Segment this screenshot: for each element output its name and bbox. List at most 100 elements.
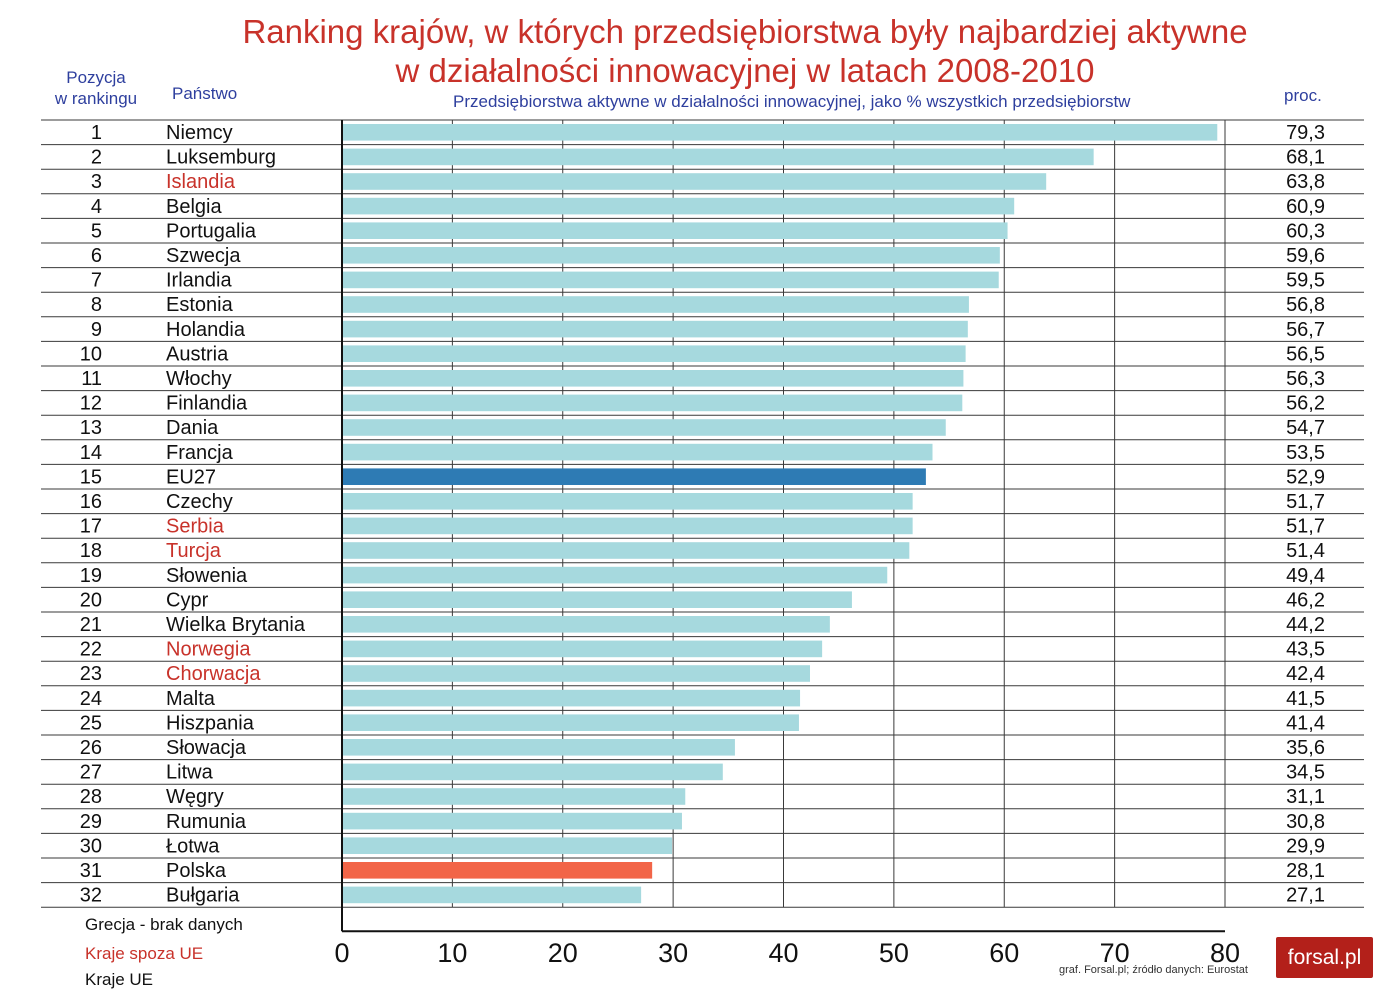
bar — [343, 542, 910, 559]
country-label: EU27 — [166, 466, 216, 488]
percent-header: proc. — [1284, 86, 1322, 105]
value-label: 28,1 — [1286, 860, 1325, 882]
legend-eu: Kraje UE — [85, 970, 154, 989]
title-line-1: Ranking krajów, w których przedsiębiorst… — [242, 13, 1248, 50]
rank-label: 19 — [80, 565, 102, 587]
country-label: Polska — [166, 860, 227, 882]
x-tick-label: 40 — [768, 938, 798, 968]
value-label: 63,8 — [1286, 171, 1325, 193]
rank-label: 2 — [91, 147, 102, 169]
x-tick-label: 80 — [1210, 938, 1240, 968]
value-label: 46,2 — [1286, 589, 1325, 611]
value-label: 31,1 — [1286, 786, 1325, 808]
chart-title: Ranking krajów, w których przedsiębiorst… — [0, 12, 1400, 90]
rank-label: 28 — [80, 786, 102, 808]
rank-label: 18 — [80, 540, 102, 562]
value-label: 53,5 — [1286, 442, 1325, 464]
bar — [343, 197, 1015, 215]
country-label: Wielka Brytania — [166, 614, 306, 636]
bar — [343, 247, 1000, 264]
bar — [343, 591, 852, 608]
bar — [343, 566, 888, 584]
rank-label: 26 — [80, 737, 102, 759]
source-note: graf. Forsal.pl; źródło danych: Eurostat — [1059, 964, 1248, 976]
bar — [343, 763, 723, 781]
country-label: Turcja — [166, 540, 222, 562]
country-label: Dania — [166, 417, 219, 439]
value-label: 42,4 — [1286, 663, 1325, 685]
country-label: Luksemburg — [166, 147, 276, 169]
country-label: Węgry — [166, 786, 224, 808]
forsal-logo: forsal.pl — [1276, 937, 1373, 978]
bar — [343, 616, 830, 633]
rank-label: 22 — [80, 639, 102, 661]
x-tick-label: 10 — [437, 938, 467, 968]
bar — [343, 124, 1218, 141]
rank-label: 23 — [80, 663, 102, 685]
value-label: 51,7 — [1286, 491, 1325, 513]
bar — [343, 517, 913, 535]
x-tick-label: 30 — [658, 938, 688, 968]
value-label: 41,5 — [1286, 688, 1325, 710]
country-label: Czechy — [166, 491, 233, 513]
bar — [343, 689, 801, 707]
country-label: Holandia — [166, 319, 246, 341]
rank-label: 3 — [91, 171, 102, 193]
country-label: Szwecja — [166, 245, 241, 267]
bar — [343, 493, 913, 510]
bar — [343, 320, 968, 338]
bar — [343, 394, 963, 412]
rank-label: 16 — [80, 491, 102, 513]
bar — [343, 222, 1008, 239]
rank-label: 15 — [80, 466, 102, 488]
country-label: Belgia — [166, 196, 222, 218]
title-line-2: w działalności innowacyjnej w latach 200… — [395, 52, 1095, 89]
bar — [343, 714, 799, 731]
country-label: Francja — [166, 442, 234, 464]
rank-label: 6 — [91, 245, 102, 267]
country-label: Irlandia — [166, 270, 232, 292]
value-label: 51,7 — [1286, 516, 1325, 538]
country-label: Norwegia — [166, 639, 251, 661]
country-label: Chorwacja — [166, 663, 261, 685]
rank-label: 24 — [80, 688, 102, 710]
position-header-line-1: Pozycja — [66, 68, 126, 87]
rank-label: 12 — [80, 393, 102, 415]
chart-subtitle: Przedsiębiorstwa aktywne w działalności … — [453, 92, 1131, 111]
country-label: Estonia — [166, 294, 234, 316]
bar — [343, 739, 735, 756]
rank-label: 27 — [80, 762, 102, 784]
country-label: Finlandia — [166, 393, 248, 415]
country-label: Litwa — [166, 762, 214, 784]
value-label: 29,9 — [1286, 835, 1325, 857]
value-label: 59,6 — [1286, 245, 1325, 267]
rank-label: 20 — [80, 589, 102, 611]
country-label: Rumunia — [166, 811, 247, 833]
bar — [343, 271, 999, 289]
value-label: 43,5 — [1286, 639, 1325, 661]
rank-label: 7 — [91, 270, 102, 292]
country-label: Hiszpania — [166, 712, 255, 734]
rank-label: 29 — [80, 811, 102, 833]
bar — [343, 862, 653, 879]
bar — [343, 173, 1047, 190]
rank-label: 31 — [80, 860, 102, 882]
value-label: 30,8 — [1286, 811, 1325, 833]
country-label: Cypr — [166, 589, 209, 611]
value-label: 56,2 — [1286, 393, 1325, 415]
bar — [343, 370, 964, 387]
value-label: 79,3 — [1286, 122, 1325, 144]
value-label: 56,3 — [1286, 368, 1325, 390]
value-label: 51,4 — [1286, 540, 1325, 562]
value-label: 56,5 — [1286, 343, 1325, 365]
rank-label: 5 — [91, 220, 102, 242]
x-tick-label: 20 — [548, 938, 578, 968]
rank-label: 30 — [80, 835, 102, 857]
value-label: 54,7 — [1286, 417, 1325, 439]
x-tick-label: 50 — [879, 938, 909, 968]
bar — [343, 468, 926, 485]
legend-no-data: Grecja - brak danych — [85, 915, 243, 934]
country-label: Malta — [166, 688, 216, 710]
bar — [343, 640, 823, 658]
